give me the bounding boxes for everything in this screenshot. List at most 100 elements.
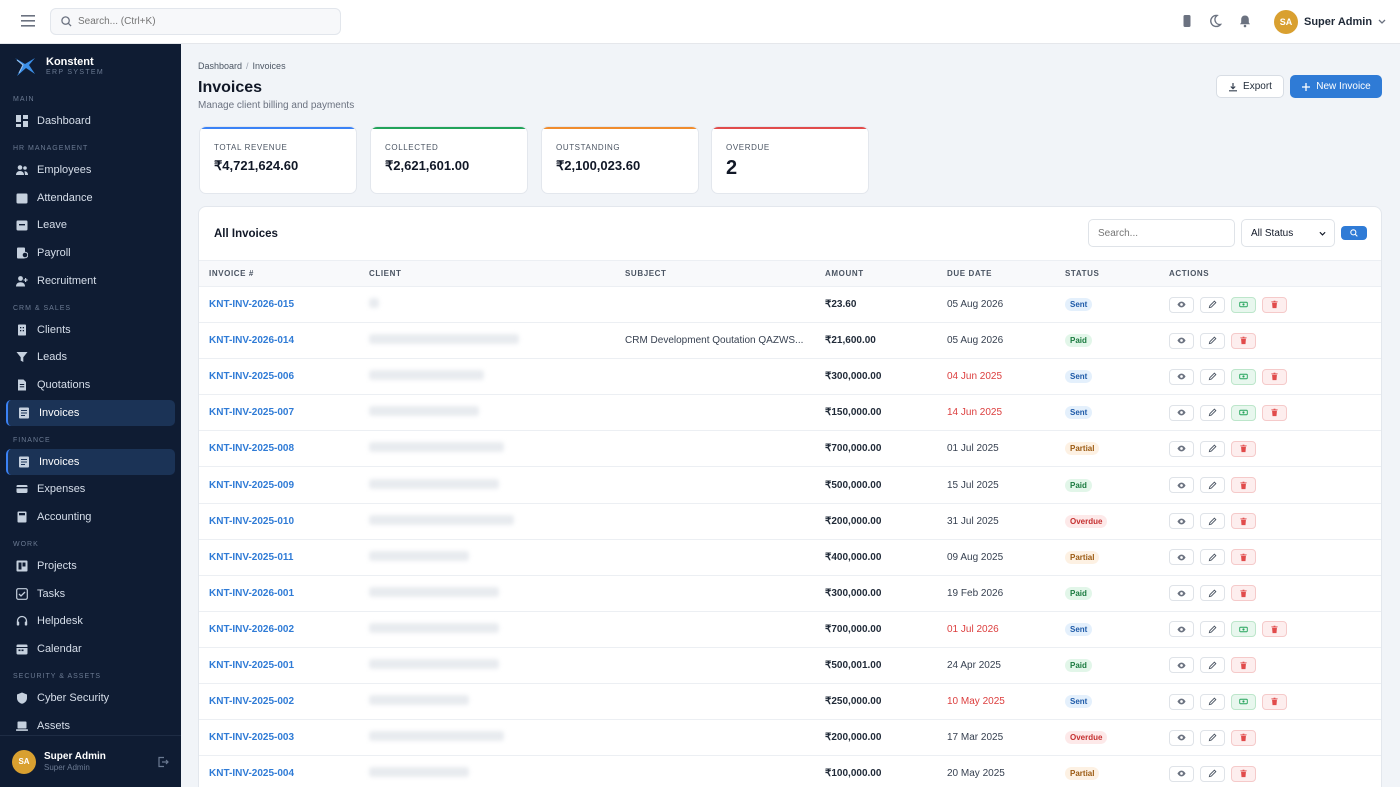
view-button[interactable] (1169, 729, 1194, 746)
invoice-number-link[interactable]: KNT-INV-2026-001 (209, 587, 295, 599)
sidebar-item-tasks[interactable]: Tasks (6, 581, 175, 607)
delete-button[interactable] (1231, 477, 1256, 494)
invoice-number-link[interactable]: KNT-INV-2025-004 (209, 768, 295, 780)
edit-button[interactable] (1200, 765, 1225, 782)
sidebar-item-accounting[interactable]: Accounting (6, 504, 175, 530)
edit-button[interactable] (1200, 729, 1225, 746)
sidebar-item-attendance[interactable]: Attendance (6, 185, 175, 211)
sidebar-item-leave[interactable]: Leave (6, 212, 175, 238)
record-payment-button[interactable] (1231, 404, 1256, 421)
sidebar-item-assets[interactable]: Assets (6, 713, 175, 739)
view-button[interactable] (1169, 296, 1194, 313)
table-row[interactable]: KNT-INV-2025-010 ₹200,000.00 31 Jul 2025 Ov… (199, 503, 1381, 540)
view-button[interactable] (1169, 693, 1194, 710)
edit-button[interactable] (1200, 332, 1225, 349)
edit-button[interactable] (1200, 404, 1225, 421)
sidebar-user[interactable]: SA Super Admin Super Admin (0, 735, 181, 787)
delete-button[interactable] (1231, 549, 1256, 566)
delete-button[interactable] (1262, 368, 1287, 385)
delete-button[interactable] (1231, 585, 1256, 602)
delete-button[interactable] (1231, 440, 1256, 457)
sidebar-item-invoices-finance[interactable]: Invoices (6, 449, 175, 475)
table-row[interactable]: KNT-INV-2026-015 ₹23.60 05 Aug 2026 Sent (199, 286, 1381, 324)
mobile-icon[interactable] (1180, 14, 1194, 28)
column-header-invoice[interactable]: INVOICE # (199, 260, 369, 287)
invoice-number-link[interactable]: KNT-INV-2025-009 (209, 479, 295, 491)
edit-button[interactable] (1200, 549, 1225, 566)
bell-icon[interactable] (1238, 14, 1252, 28)
delete-button[interactable] (1231, 765, 1256, 782)
table-row[interactable]: KNT-INV-2025-006 ₹300,000.00 04 Jun 2025 Se… (199, 358, 1381, 396)
view-button[interactable] (1169, 765, 1194, 782)
sidebar-item-expenses[interactable]: Expenses (6, 476, 175, 502)
sidebar-item-helpdesk[interactable]: Helpdesk (6, 608, 175, 634)
delete-button[interactable] (1231, 513, 1256, 530)
brand[interactable]: Konstent ERP SYSTEM (0, 44, 181, 84)
column-header-subject[interactable]: SUBJECT (625, 260, 825, 287)
sidebar-item-clients[interactable]: Clients (6, 317, 175, 343)
invoice-number-link[interactable]: KNT-INV-2025-008 (209, 443, 295, 455)
table-search-input[interactable] (1088, 219, 1235, 247)
view-button[interactable] (1169, 404, 1194, 421)
edit-button[interactable] (1200, 585, 1225, 602)
column-header-due-date[interactable]: DUE DATE (947, 260, 1065, 287)
global-search[interactable] (50, 8, 341, 35)
record-payment-button[interactable] (1231, 296, 1256, 313)
sidebar-item-invoices-crm[interactable]: Invoices (6, 400, 175, 426)
table-row[interactable]: KNT-INV-2025-008 ₹700,000.00 01 Jul 2025 Pa… (199, 430, 1381, 468)
table-row[interactable]: KNT-INV-2025-011 ₹400,000.00 09 Aug 2025 Pa… (199, 539, 1381, 576)
column-header-amount[interactable]: AMOUNT (825, 260, 947, 287)
status-filter-select[interactable]: All Status (1241, 219, 1335, 247)
table-row[interactable]: KNT-INV-2025-007 ₹150,000.00 14 Jun 2025 Se… (199, 394, 1381, 432)
delete-button[interactable] (1231, 332, 1256, 349)
edit-button[interactable] (1200, 296, 1225, 313)
invoice-number-link[interactable]: KNT-INV-2026-015 (209, 299, 295, 311)
sidebar-item-cyber-security[interactable]: Cyber Security (6, 685, 175, 711)
table-row[interactable]: KNT-INV-2026-002 ₹700,000.00 01 Jul 2026 Se… (199, 611, 1381, 648)
sidebar-item-payroll[interactable]: Payroll (6, 240, 175, 266)
breadcrumb-item-dashboard[interactable]: Dashboard (198, 61, 243, 71)
table-row[interactable]: KNT-INV-2025-009 ₹500,000.00 15 Jul 2025 Pa… (199, 466, 1381, 504)
record-payment-button[interactable] (1231, 368, 1256, 385)
sidebar-item-dashboard[interactable]: Dashboard (6, 108, 175, 134)
table-row[interactable]: KNT-INV-2025-002 ₹250,000.00 10 May 2025 Se… (199, 683, 1381, 721)
edit-button[interactable] (1200, 657, 1225, 674)
column-header-status[interactable]: STATUS (1065, 260, 1169, 287)
sidebar-item-calendar[interactable]: Calendar (6, 636, 175, 662)
edit-button[interactable] (1200, 368, 1225, 385)
dark-mode-icon[interactable] (1208, 14, 1222, 28)
table-row[interactable]: KNT-INV-2026-014 CRM Development Qoutatio… (199, 322, 1381, 360)
sidebar-item-recruitment[interactable]: Recruitment (6, 268, 175, 294)
delete-button[interactable] (1231, 729, 1256, 746)
table-row[interactable]: KNT-INV-2026-001 ₹300,000.00 19 Feb 2026 Pa… (199, 575, 1381, 612)
delete-button[interactable] (1262, 404, 1287, 421)
global-search-input[interactable] (78, 16, 318, 27)
invoice-number-link[interactable]: KNT-INV-2025-006 (209, 371, 295, 383)
table-row[interactable]: KNT-INV-2025-003 ₹200,000.00 17 Mar 2025 Ov… (199, 719, 1381, 757)
edit-button[interactable] (1200, 513, 1225, 530)
delete-button[interactable] (1262, 693, 1287, 710)
invoice-number-link[interactable]: KNT-INV-2025-003 (209, 732, 295, 744)
record-payment-button[interactable] (1231, 693, 1256, 710)
edit-button[interactable] (1200, 693, 1225, 710)
delete-button[interactable] (1262, 621, 1287, 638)
edit-button[interactable] (1200, 477, 1225, 494)
invoice-number-link[interactable]: KNT-INV-2026-002 (209, 623, 295, 635)
invoice-number-link[interactable]: KNT-INV-2025-011 (209, 551, 294, 563)
view-button[interactable] (1169, 368, 1194, 385)
invoice-number-link[interactable]: KNT-INV-2025-007 (209, 407, 295, 419)
view-button[interactable] (1169, 585, 1194, 602)
record-payment-button[interactable] (1231, 621, 1256, 638)
sidebar-item-projects[interactable]: Projects (6, 553, 175, 579)
invoice-number-link[interactable]: KNT-INV-2025-001 (209, 659, 295, 671)
edit-button[interactable] (1200, 440, 1225, 457)
view-button[interactable] (1169, 513, 1194, 530)
view-button[interactable] (1169, 549, 1194, 566)
delete-button[interactable] (1262, 296, 1287, 313)
sidebar-item-employees[interactable]: Employees (6, 157, 175, 183)
invoice-number-link[interactable]: KNT-INV-2026-014 (209, 335, 295, 347)
view-button[interactable] (1169, 332, 1194, 349)
view-button[interactable] (1169, 477, 1194, 494)
view-button[interactable] (1169, 657, 1194, 674)
delete-button[interactable] (1231, 657, 1256, 674)
